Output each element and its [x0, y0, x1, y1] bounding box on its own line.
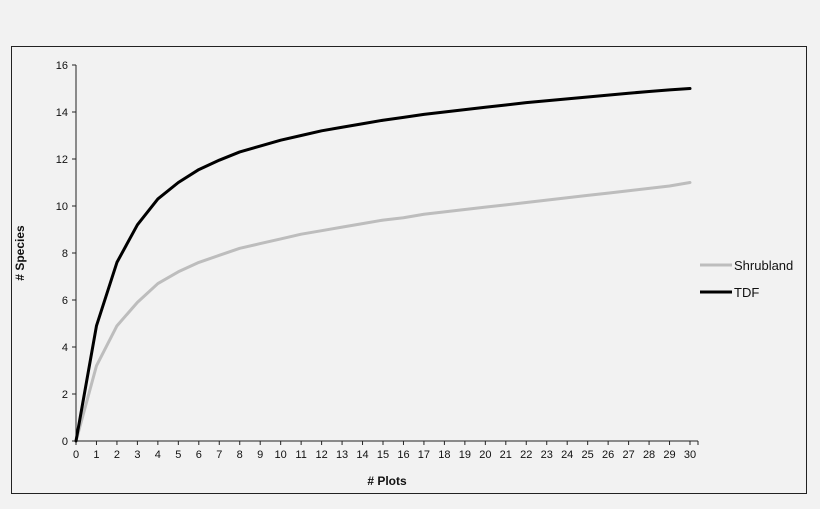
x-tick-label: 8: [237, 449, 243, 461]
legend: Shrubland TDF: [700, 258, 793, 300]
x-tick-label: 14: [356, 449, 368, 461]
x-tick-label: 9: [257, 449, 263, 461]
x-tick-label: 17: [418, 449, 430, 461]
x-tick-label: 21: [500, 449, 512, 461]
x-tick-label: 12: [315, 449, 327, 461]
x-tick-label: 25: [582, 449, 594, 461]
x-tick-label: 2: [114, 449, 120, 461]
y-axis-title: # Species: [13, 225, 27, 281]
x-tick-label: 19: [459, 449, 471, 461]
x-tick-label: 29: [663, 449, 675, 461]
y-tick-label: 6: [62, 295, 68, 307]
x-tick-label: 10: [275, 449, 287, 461]
y-tick-label: 16: [56, 60, 68, 72]
x-tick-label: 3: [134, 449, 140, 461]
y-tick-label: 4: [62, 342, 68, 354]
x-axis-title: # Plots: [367, 474, 407, 488]
y-tick-label: 8: [62, 248, 68, 260]
x-tick-label: 4: [155, 449, 161, 461]
legend-label-tdf: TDF: [734, 285, 759, 300]
legend-label-shrubland: Shrubland: [734, 258, 793, 273]
x-tick-label: 20: [479, 449, 491, 461]
y-tick-label: 12: [56, 154, 68, 166]
y-tick-label: 14: [56, 107, 68, 119]
x-tick-label: 18: [438, 449, 450, 461]
x-tick-label: 7: [216, 449, 222, 461]
y-tick-label: 10: [56, 201, 68, 213]
chart-frame: 0 2 4 6 8 10 12 14 16 0 1 2 3 4 5 6 7 8 9 10 11 12 13 14 15 16 17 1…: [11, 46, 807, 494]
x-tick-label: 11: [295, 449, 306, 461]
series-line-tdf: [74, 87, 692, 443]
axes: [75, 65, 698, 442]
x-tick-label: 15: [377, 449, 389, 461]
x-tick-label: 30: [684, 449, 696, 461]
x-tick-label: 13: [336, 449, 348, 461]
x-tick-label: 1: [93, 449, 99, 461]
x-tick-label: 0: [73, 449, 79, 461]
x-tick-label: 5: [175, 449, 181, 461]
y-tick-label: 0: [62, 436, 68, 448]
x-tick-label: 27: [622, 449, 634, 461]
x-tick-label: 28: [643, 449, 655, 461]
x-tick-label: 16: [397, 449, 409, 461]
x-tick-label: 24: [561, 449, 573, 461]
x-tick-label: 26: [602, 449, 614, 461]
x-tick-label: 22: [520, 449, 532, 461]
x-tick-label: 6: [196, 449, 202, 461]
y-tick-label: 2: [62, 389, 68, 401]
series-group: [74, 87, 692, 443]
series-line-shrubland: [74, 181, 692, 443]
x-tick-label: 23: [541, 449, 553, 461]
